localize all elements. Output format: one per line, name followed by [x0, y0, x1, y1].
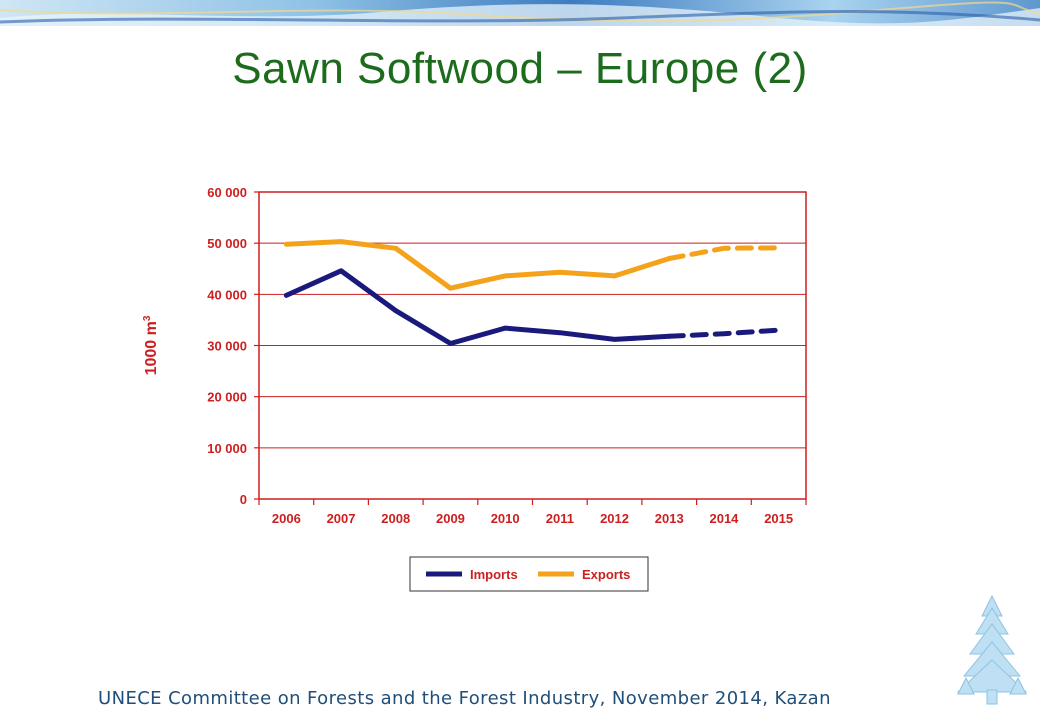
- y-tick-label: 50 000: [207, 236, 247, 251]
- legend-label-imports: Imports: [470, 567, 518, 582]
- legend-label-exports: Exports: [582, 567, 630, 582]
- y-tick-label: 20 000: [207, 390, 247, 405]
- y-tick-label: 30 000: [207, 339, 247, 354]
- x-tick-label: 2006: [272, 511, 301, 526]
- decorative-banner: [0, 0, 1040, 26]
- x-tick-label: 2015: [764, 511, 793, 526]
- y-axis-label: 1000 m3: [142, 315, 160, 375]
- y-tick-label: 0: [240, 492, 247, 507]
- x-tick-label: 2014: [709, 511, 739, 526]
- x-tick-label: 2011: [546, 511, 574, 526]
- series-forecast-line-imports: [666, 327, 782, 339]
- series-line-imports: [283, 268, 672, 346]
- x-tick-label: 2013: [655, 511, 684, 526]
- y-tick-label: 10 000: [207, 441, 247, 456]
- series-line-exports: [283, 239, 672, 291]
- y-tick-label: 40 000: [207, 287, 247, 302]
- slide-footer: UNECE Committee on Forests and the Fores…: [98, 688, 831, 709]
- x-tick-label: 2009: [436, 511, 465, 526]
- x-tick-label: 2010: [491, 511, 520, 526]
- x-tick-label: 2008: [381, 511, 410, 526]
- series-forecast-line-exports: [666, 245, 782, 261]
- x-tick-label: 2007: [327, 511, 356, 526]
- line-chart: 0 10 000 20 000 30 000 40 000 50 000 60 000 200…: [142, 185, 807, 592]
- tree-logo-icon: [956, 594, 1028, 705]
- x-tick-label: 2012: [600, 511, 629, 526]
- slide-title: Sawn Softwood – Europe (2): [232, 44, 808, 93]
- y-tick-label: 60 000: [207, 185, 247, 200]
- y-axis-label-superscript: 3: [142, 315, 153, 321]
